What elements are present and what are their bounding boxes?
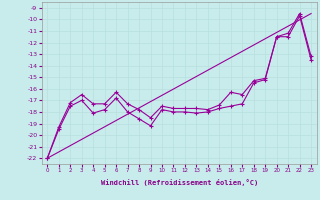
X-axis label: Windchill (Refroidissement éolien,°C): Windchill (Refroidissement éolien,°C)	[100, 179, 258, 186]
